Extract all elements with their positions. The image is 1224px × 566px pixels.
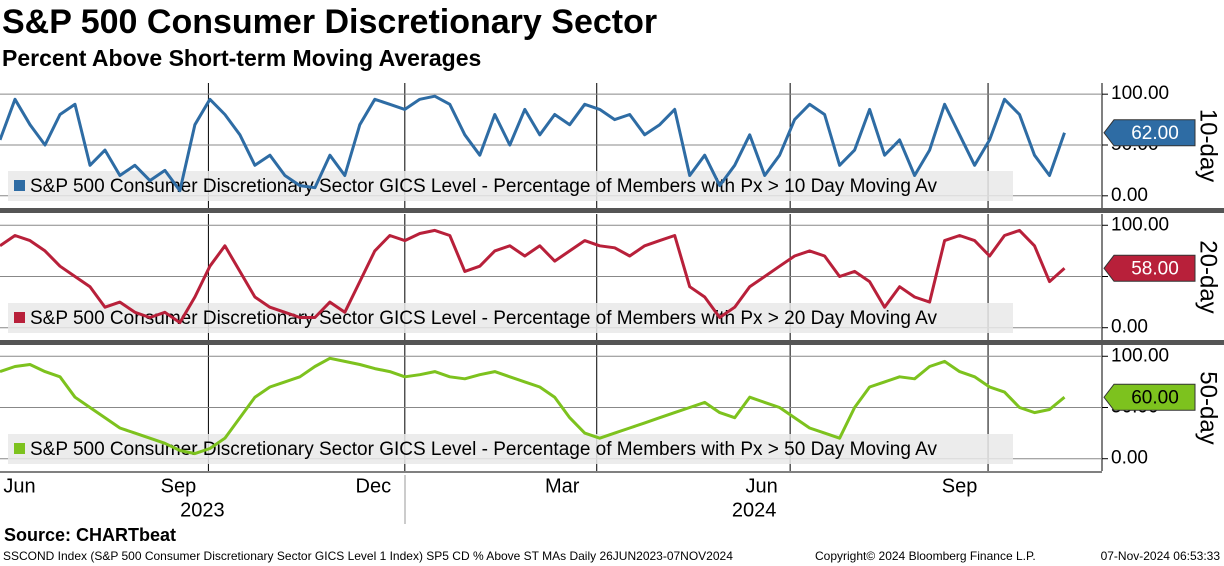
y-tick-label: 0.00 [1111, 185, 1148, 206]
y-tick-label: 100.00 [1111, 345, 1169, 366]
legend-label: S&P 500 Consumer Discretionary Sector GI… [30, 308, 937, 329]
current-value-box [1103, 254, 1196, 282]
panel-label: 50-day [1195, 371, 1222, 444]
x-tick-label: Sep [942, 475, 978, 497]
legend-label: S&P 500 Consumer Discretionary Sector GI… [30, 176, 937, 197]
copyright: Copyright© 2024 Bloomberg Finance L.P. [815, 549, 1036, 563]
current-value-box [1103, 119, 1196, 147]
x-tick-label: Dec [356, 475, 392, 497]
series-line [0, 356, 1066, 456]
x-year-label: 2023 [180, 499, 225, 521]
panel-label: 20-day [1195, 240, 1222, 313]
footer-note: SSCOND Index (S&P 500 Consumer Discretio… [3, 549, 733, 563]
x-tick-label: Sep [161, 475, 197, 497]
chart-subtitle: Percent Above Short-term Moving Averages [2, 45, 481, 71]
y-tick-label: 0.00 [1111, 317, 1148, 338]
panel-separator [0, 208, 1224, 213]
timestamp: 07-Nov-2024 06:53:33 [1101, 549, 1221, 563]
current-value-label: 60.00 [1131, 387, 1179, 408]
legend-swatch [14, 312, 25, 323]
legend-swatch [14, 443, 25, 454]
current-value-box [1103, 383, 1196, 411]
panel-separator [0, 340, 1224, 345]
chart-title: S&P 500 Consumer Discretionary Sector [2, 3, 657, 41]
x-tick-label: Jun [3, 475, 35, 497]
x-tick-label: Mar [545, 475, 580, 497]
y-tick-label: 100.00 [1111, 83, 1169, 104]
current-value-label: 62.00 [1131, 123, 1179, 144]
series-line [0, 94, 1066, 193]
legend-swatch [14, 180, 25, 191]
series-line [0, 228, 1066, 325]
panel-label: 10-day [1195, 109, 1222, 182]
current-value-label: 58.00 [1131, 258, 1179, 279]
y-tick-label: 0.00 [1111, 448, 1148, 469]
source: Source: CHARTbeat [4, 525, 176, 545]
x-year-label: 2024 [732, 499, 777, 521]
y-tick-label: 100.00 [1111, 214, 1169, 235]
legend-label: S&P 500 Consumer Discretionary Sector GI… [30, 439, 937, 460]
x-tick-label: Jun [746, 475, 778, 497]
